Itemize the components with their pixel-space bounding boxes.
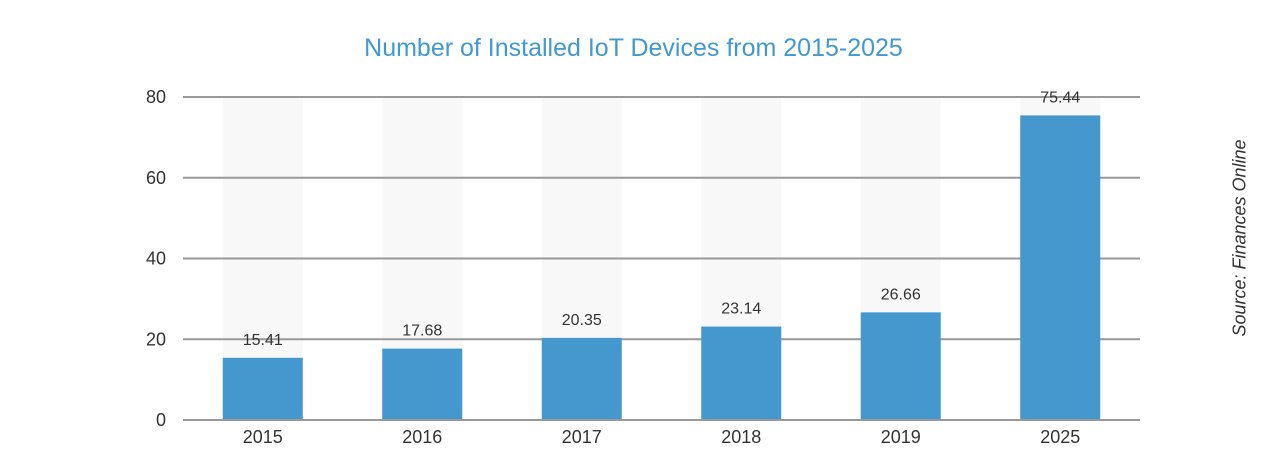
x-tick-label: 2016 xyxy=(402,427,442,447)
y-tick-label: 40 xyxy=(146,249,166,269)
data-label: 75.44 xyxy=(1040,89,1080,106)
y-tick-label: 0 xyxy=(156,410,166,430)
x-tick-label: 2025 xyxy=(1040,427,1080,447)
bar-2016 xyxy=(382,348,463,420)
y-tick-label: 80 xyxy=(146,87,166,107)
bar-2019 xyxy=(860,312,941,420)
data-label: 26.66 xyxy=(881,286,921,303)
y-tick-label: 20 xyxy=(146,329,166,349)
data-label: 17.68 xyxy=(402,323,442,340)
chart-title: Number of Installed IoT Devices from 201… xyxy=(364,34,903,62)
x-tick-label: 2019 xyxy=(881,427,921,447)
data-label: 20.35 xyxy=(562,312,602,329)
x-tick-label: 2018 xyxy=(721,427,761,447)
bar-2025 xyxy=(1020,115,1101,420)
bar-2015 xyxy=(222,357,303,420)
source-note: Source: Finances Online xyxy=(1229,139,1250,337)
x-tick-label: 2015 xyxy=(243,427,283,447)
x-tick-label: 2017 xyxy=(562,427,602,447)
y-tick-label: 60 xyxy=(146,168,166,188)
bar-2018 xyxy=(701,326,782,420)
bar-2017 xyxy=(541,337,622,420)
data-label: 23.14 xyxy=(721,301,761,318)
data-label: 15.41 xyxy=(243,332,283,349)
